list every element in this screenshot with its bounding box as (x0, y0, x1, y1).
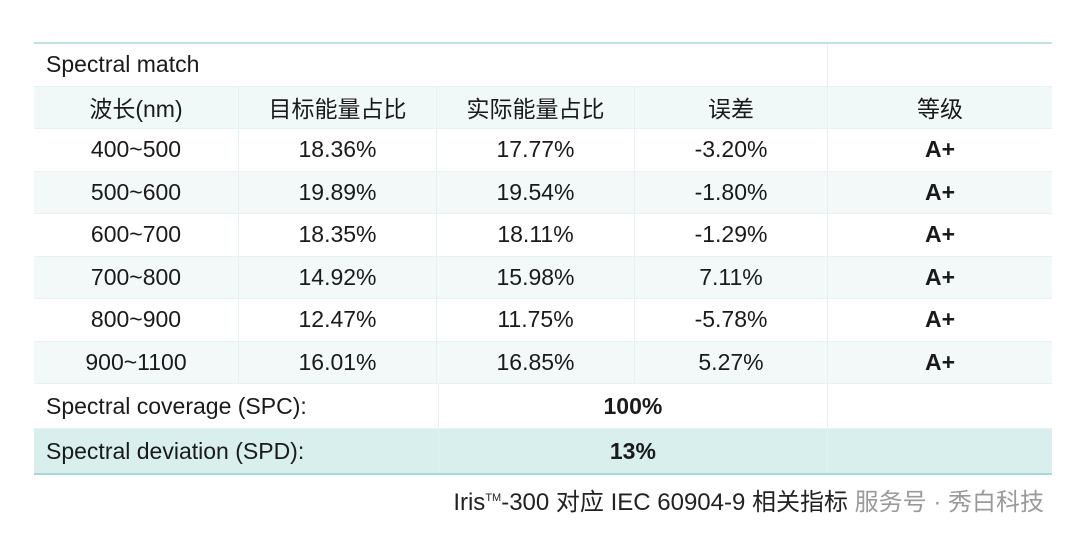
grade-cell: A+ (924, 306, 956, 333)
header-error: 误差 (635, 86, 828, 128)
target-cell: 16.01% (239, 341, 437, 383)
wavelength-cell: 500~600 (34, 171, 239, 213)
grade-cell: A+ (924, 348, 956, 375)
error-cell: -1.80% (635, 171, 828, 213)
header-row: 波长(nm) 目标能量占比 实际能量占比 误差 等级 (34, 86, 1052, 129)
actual-cell: 19.54% (437, 171, 635, 213)
spc-value: 100% (439, 384, 829, 428)
error-cell: 7.11% (635, 256, 828, 298)
spd-label: Spectral deviation (SPD): (34, 429, 439, 473)
product-name: Iris (453, 489, 486, 516)
actual-cell: 18.11% (437, 214, 635, 256)
table-row: 400~500 18.36% 17.77% -3.20% A+ (34, 129, 1052, 172)
table-row: 500~600 19.89% 19.54% -1.80% A+ (34, 171, 1052, 214)
table-title: Spectral match (34, 44, 828, 86)
spd-row: Spectral deviation (SPD): 13% (34, 429, 1052, 473)
empty-cell (828, 384, 1052, 428)
table-row: 900~1100 16.01% 16.85% 5.27% A+ (34, 341, 1052, 384)
error-cell: -3.20% (635, 129, 828, 171)
error-cell: -1.29% (635, 214, 828, 256)
grade-cell: A+ (924, 178, 956, 205)
wavelength-cell: 700~800 (34, 256, 239, 298)
grade-cell: A+ (924, 221, 956, 248)
spc-row: Spectral coverage (SPC): 100% (34, 384, 1052, 429)
grade-cell: A+ (924, 263, 956, 290)
spc-label: Spectral coverage (SPC): (34, 384, 439, 428)
table-row: 600~700 18.35% 18.11% -1.29% A+ (34, 214, 1052, 257)
target-cell: 19.89% (239, 171, 437, 213)
table-row: 800~900 12.47% 11.75% -5.78% A+ (34, 299, 1052, 342)
wavelength-cell: 400~500 (34, 129, 239, 171)
caption-text: -300 对应 IEC 60904-9 相关指标 (501, 489, 848, 516)
wavelength-cell: 900~1100 (34, 341, 239, 383)
error-cell: -5.78% (635, 299, 828, 341)
empty-cell (828, 429, 1052, 473)
table-title-row: Spectral match (34, 44, 1052, 87)
target-cell: 18.35% (239, 214, 437, 256)
trademark: TM (485, 492, 502, 504)
grade-cell: A+ (924, 136, 956, 163)
spd-value: 13% (439, 429, 829, 473)
actual-cell: 16.85% (437, 341, 635, 383)
spectral-match-table: Spectral match 波长(nm) 目标能量占比 实际能量占比 误差 等… (34, 42, 1052, 475)
error-cell: 5.27% (635, 341, 828, 383)
header-wavelength: 波长(nm) (34, 86, 239, 128)
empty-cell (828, 44, 1052, 86)
actual-cell: 11.75% (437, 299, 635, 341)
header-grade: 等级 (917, 96, 963, 123)
table-caption: IrisTM-300 对应 IEC 60904-9 相关指标 服务号 · 秀白科… (453, 482, 1044, 517)
wavelength-cell: 800~900 (34, 299, 239, 341)
actual-cell: 17.77% (437, 129, 635, 171)
table-row: 700~800 14.92% 15.98% 7.11% A+ (34, 256, 1052, 299)
actual-cell: 15.98% (437, 256, 635, 298)
wavelength-cell: 600~700 (34, 214, 239, 256)
target-cell: 12.47% (239, 299, 437, 341)
target-cell: 18.36% (239, 129, 437, 171)
watermark: 服务号 · 秀白科技 (848, 489, 1044, 516)
header-target-energy: 目标能量占比 (239, 86, 437, 128)
target-cell: 14.92% (239, 256, 437, 298)
header-actual-energy: 实际能量占比 (437, 86, 635, 128)
